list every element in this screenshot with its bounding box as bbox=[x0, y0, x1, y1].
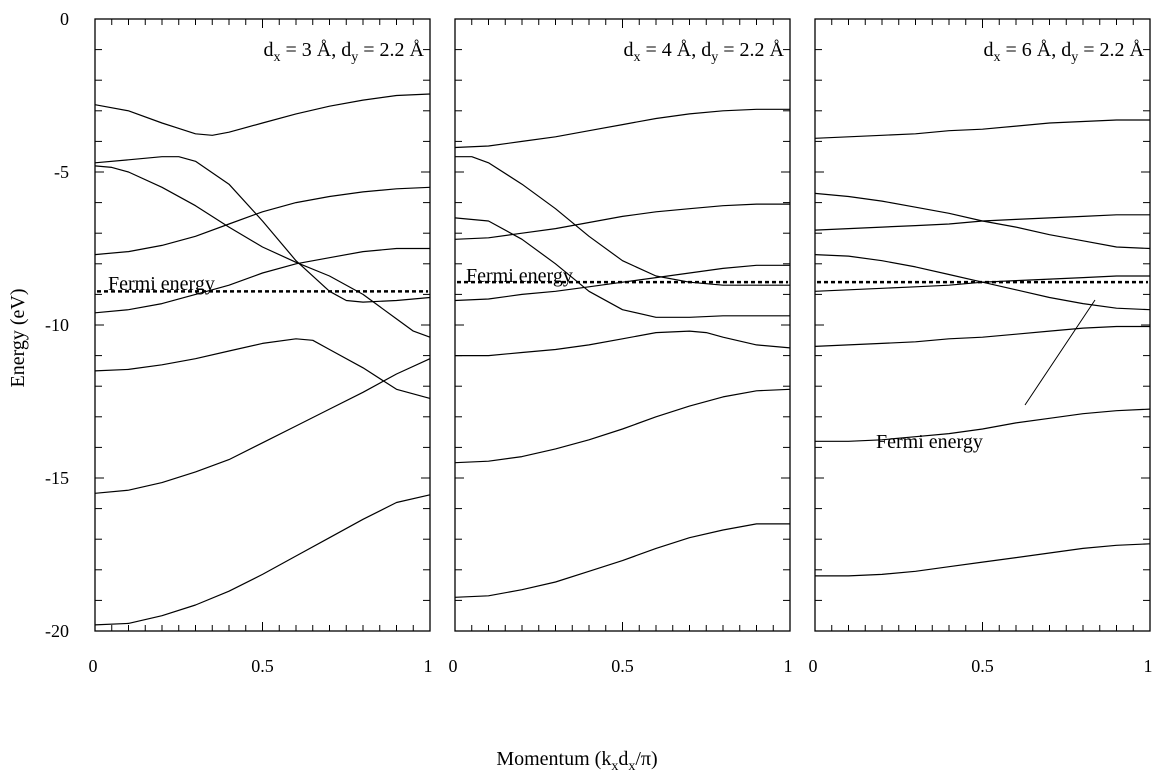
panel-3: dx = 6 Å, dy = 2.2 Å Fermi energy 0 0.5 1 bbox=[809, 18, 1153, 676]
x-tick-label: 0 bbox=[89, 656, 98, 676]
panel-1-frame bbox=[94, 18, 431, 632]
panel-1-band-7 bbox=[94, 358, 431, 494]
panel-1: dx = 3 Å, dy = 2.2 Å Fermi energy 0 -5 -10… bbox=[45, 9, 433, 676]
panel-2-frame bbox=[454, 18, 791, 632]
panel-2-band-4 bbox=[454, 203, 790, 240]
panel-2-bands bbox=[454, 108, 791, 598]
panel-3-ticks bbox=[814, 18, 1151, 632]
panel-1-band-5 bbox=[94, 247, 430, 314]
panel-3-band-3 bbox=[814, 214, 1150, 231]
panel-2-band-7 bbox=[454, 388, 791, 464]
x-tick-label: 1 bbox=[1144, 656, 1153, 676]
panel-3-band-8 bbox=[815, 543, 1151, 577]
panel-3-bands bbox=[814, 119, 1151, 577]
panel-3-fermi-pointer bbox=[1024, 299, 1096, 406]
panel-2-band-3 bbox=[454, 217, 790, 318]
panel-3-band-5 bbox=[814, 275, 1150, 292]
panel-3-x-tick-labels: 0 0.5 1 bbox=[809, 656, 1153, 676]
panel-2-ticks bbox=[454, 18, 791, 632]
y-tick-label: -15 bbox=[45, 468, 69, 488]
panel-3-band-7 bbox=[815, 408, 1151, 442]
panel-1-y-tick-labels: 0 -5 -10 -15 -20 bbox=[45, 9, 69, 641]
x-tick-label: 0 bbox=[449, 656, 458, 676]
y-tick-label: 0 bbox=[60, 9, 69, 29]
panel-1-bands bbox=[94, 93, 431, 626]
panel-2-band-2 bbox=[455, 156, 790, 286]
panel-3-frame bbox=[814, 18, 1151, 632]
panel-2-title: dx = 4 Å, dy = 2.2 Å bbox=[624, 39, 785, 65]
panel-1-band-3 bbox=[94, 165, 431, 338]
x-tick-label: 0.5 bbox=[251, 656, 274, 676]
panel-3-title: dx = 6 Å, dy = 2.2 Å bbox=[984, 39, 1145, 65]
x-tick-label: 1 bbox=[424, 656, 433, 676]
panel-1-band-1 bbox=[94, 93, 431, 136]
panel-1-x-tick-labels: 0 0.5 1 bbox=[89, 656, 433, 676]
panel-2-band-1 bbox=[454, 108, 790, 149]
panel-3-band-6 bbox=[814, 325, 1150, 347]
panel-1-ticks bbox=[94, 18, 431, 632]
panel-3-fermi-label: Fermi energy bbox=[876, 431, 983, 453]
panel-1-band-6 bbox=[94, 338, 431, 399]
panel-2-x-tick-labels: 0 0.5 1 bbox=[449, 656, 793, 676]
x-tick-label: 1 bbox=[784, 656, 793, 676]
y-axis-label: Energy (eV) bbox=[7, 288, 29, 387]
x-tick-label: 0.5 bbox=[611, 656, 634, 676]
panel-1-band-4 bbox=[94, 186, 431, 256]
panel-2-band-8 bbox=[454, 523, 790, 598]
x-axis-label: Momentum (kxdx/π) bbox=[496, 748, 657, 774]
y-tick-label: -5 bbox=[54, 162, 69, 182]
panel-1-title: dx = 3 Å, dy = 2.2 Å bbox=[264, 39, 425, 65]
panel-1-fermi-label: Fermi energy bbox=[108, 273, 215, 295]
x-tick-label: 0.5 bbox=[971, 656, 994, 676]
panel-2-fermi-label: Fermi energy bbox=[466, 265, 573, 287]
panel-2-band-5 bbox=[454, 264, 790, 302]
panel-1-band-2 bbox=[94, 156, 431, 303]
y-tick-label: -10 bbox=[45, 315, 69, 335]
panel-2: dx = 4 Å, dy = 2.2 Å Fermi energy 0 0.5 1 bbox=[449, 18, 793, 676]
panel-3-band-1 bbox=[814, 119, 1150, 139]
panel-2-band-6 bbox=[455, 330, 791, 357]
y-tick-label: -20 bbox=[45, 621, 69, 641]
x-tick-label: 0 bbox=[809, 656, 818, 676]
panel-1-band-8 bbox=[94, 494, 431, 626]
